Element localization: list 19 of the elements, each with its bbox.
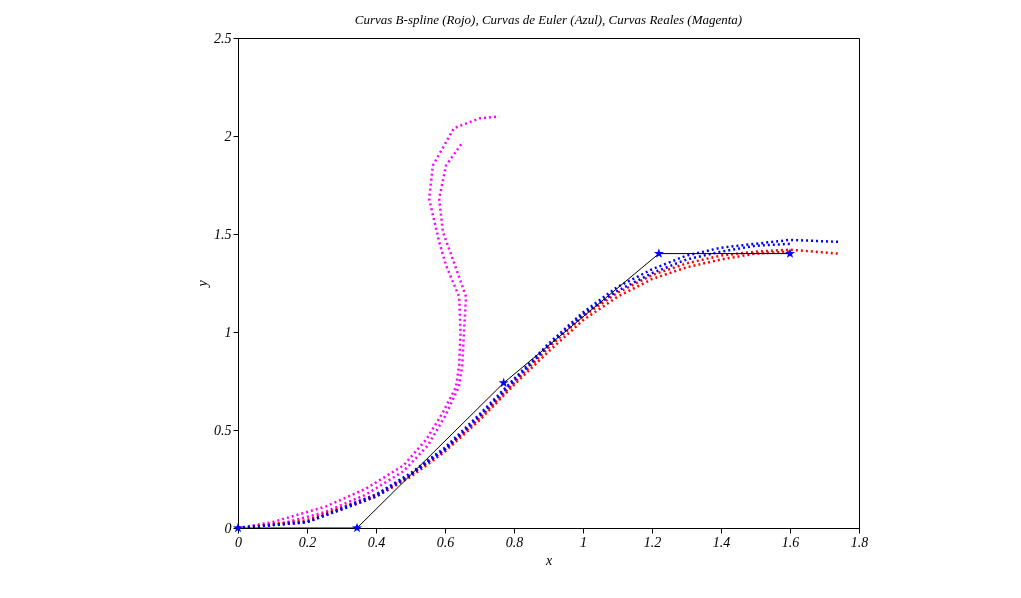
x-tick-label: 0.8 xyxy=(505,534,524,550)
x-tick-label: 0.6 xyxy=(436,534,455,550)
y-tick-label: 1 xyxy=(224,324,232,340)
y-tick-label: 0.5 xyxy=(214,422,232,438)
chart-title: Curvas B-spline (Rojo), Curvas de Euler (Azul), Curvas Reales (Magenta) xyxy=(354,12,743,27)
y-axis-title: y xyxy=(195,279,210,289)
y-tick-label: 2.5 xyxy=(214,30,232,46)
x-tick-label: 1 xyxy=(580,534,587,550)
x-tick-label: 0 xyxy=(235,534,242,550)
y-tick-label: 2 xyxy=(224,128,232,144)
y-tick-label: 1.5 xyxy=(214,226,232,242)
x-tick-label: 0.2 xyxy=(298,534,317,550)
y-tick-label: 0 xyxy=(224,520,232,536)
x-tick-label: 1.6 xyxy=(781,534,800,550)
x-tick-label: 1.4 xyxy=(712,534,731,550)
x-tick-label: 1.2 xyxy=(643,534,662,550)
x-tick-label: 0.4 xyxy=(367,534,386,550)
x-tick-label: 1.8 xyxy=(850,534,869,550)
x-axis-title: x xyxy=(544,552,553,568)
